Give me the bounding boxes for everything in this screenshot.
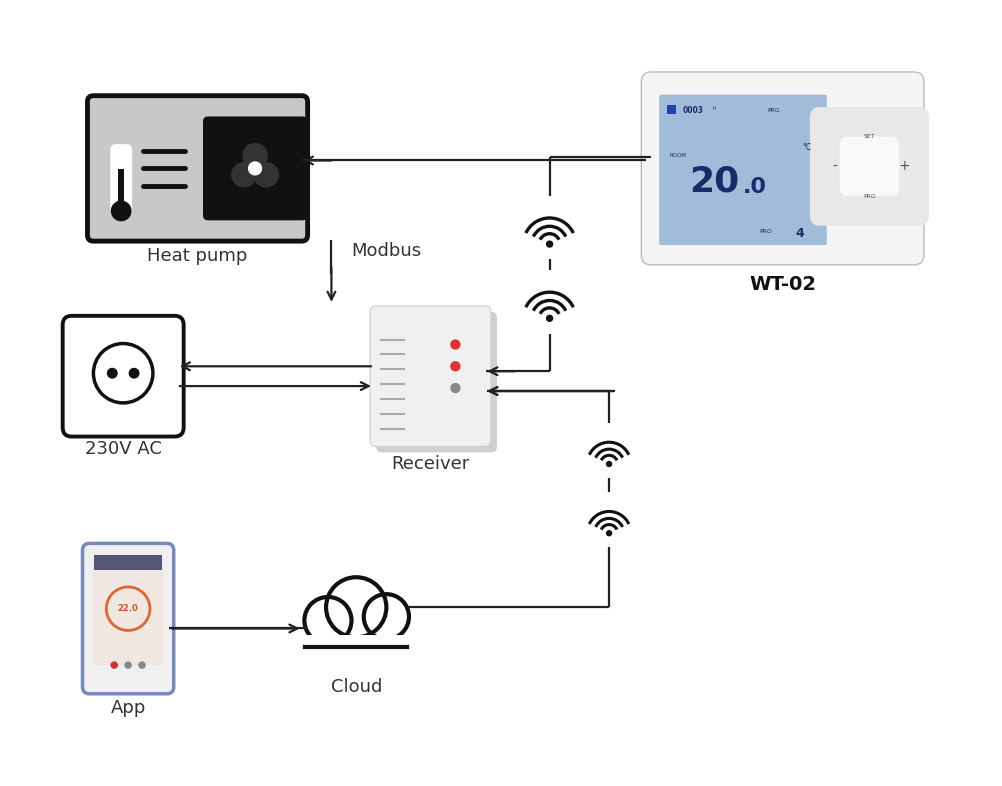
Text: 20: 20 bbox=[689, 164, 739, 199]
Text: PRG: PRG bbox=[863, 193, 876, 199]
Text: .0: .0 bbox=[742, 178, 767, 197]
Text: PRO: PRO bbox=[760, 229, 773, 233]
Circle shape bbox=[110, 661, 118, 669]
Text: Heat pump: Heat pump bbox=[147, 247, 247, 265]
Circle shape bbox=[547, 241, 552, 247]
Bar bbox=[306, 611, 407, 647]
FancyBboxPatch shape bbox=[659, 94, 827, 245]
Circle shape bbox=[326, 577, 387, 637]
Bar bbox=[667, 105, 676, 115]
Circle shape bbox=[364, 594, 409, 639]
Circle shape bbox=[138, 661, 145, 669]
Text: Modbus: Modbus bbox=[351, 242, 421, 260]
Circle shape bbox=[451, 362, 460, 371]
FancyBboxPatch shape bbox=[87, 96, 308, 241]
FancyBboxPatch shape bbox=[376, 312, 497, 453]
Circle shape bbox=[451, 340, 460, 349]
Text: SET: SET bbox=[864, 134, 875, 139]
Text: 230V AC: 230V AC bbox=[85, 439, 161, 457]
Text: -: - bbox=[833, 160, 837, 174]
Text: 22.0: 22.0 bbox=[118, 604, 138, 613]
Text: App: App bbox=[110, 699, 146, 717]
Bar bbox=[94, 555, 162, 570]
Text: Receiver: Receiver bbox=[392, 455, 470, 473]
Text: Cloud: Cloud bbox=[331, 678, 382, 696]
Text: PRG: PRG bbox=[768, 108, 781, 113]
Bar bbox=[118, 170, 124, 211]
Circle shape bbox=[606, 461, 611, 466]
Circle shape bbox=[547, 315, 552, 321]
Circle shape bbox=[231, 162, 257, 188]
Circle shape bbox=[247, 161, 263, 175]
FancyBboxPatch shape bbox=[840, 137, 899, 196]
Circle shape bbox=[254, 162, 279, 188]
Text: +: + bbox=[899, 160, 910, 174]
Circle shape bbox=[606, 531, 611, 536]
Bar bbox=[93, 570, 163, 665]
Text: 4: 4 bbox=[796, 226, 804, 240]
Circle shape bbox=[124, 661, 132, 669]
Circle shape bbox=[107, 368, 117, 379]
Bar bbox=[305, 634, 408, 661]
Circle shape bbox=[128, 368, 139, 379]
FancyBboxPatch shape bbox=[203, 116, 308, 220]
FancyBboxPatch shape bbox=[110, 144, 132, 216]
FancyBboxPatch shape bbox=[82, 543, 173, 694]
Circle shape bbox=[242, 143, 268, 168]
Circle shape bbox=[111, 200, 131, 222]
Text: ROOM: ROOM bbox=[669, 152, 686, 158]
Circle shape bbox=[305, 597, 352, 644]
Text: 0003: 0003 bbox=[683, 106, 704, 115]
FancyBboxPatch shape bbox=[63, 316, 183, 436]
Circle shape bbox=[451, 384, 460, 392]
Circle shape bbox=[93, 343, 153, 403]
FancyBboxPatch shape bbox=[810, 107, 929, 226]
Text: h: h bbox=[712, 106, 716, 111]
FancyBboxPatch shape bbox=[641, 72, 924, 265]
Text: °C: °C bbox=[802, 143, 811, 152]
Text: WT-02: WT-02 bbox=[749, 275, 817, 294]
FancyBboxPatch shape bbox=[370, 306, 491, 446]
